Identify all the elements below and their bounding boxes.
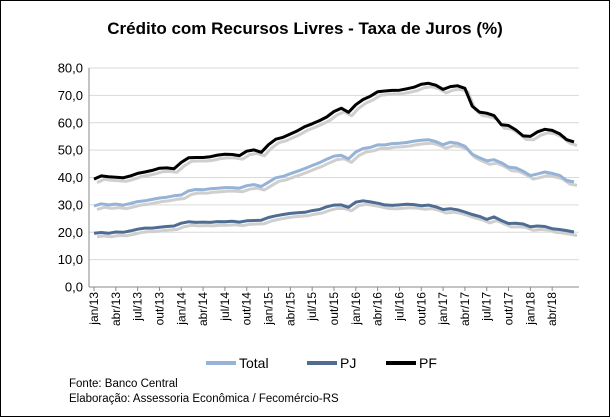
legend-swatch-pj: [307, 361, 337, 365]
x-tick-label: jul/17: [480, 292, 494, 322]
legend: Total PJ PF: [1, 355, 609, 375]
x-tick-label: out/16: [414, 292, 428, 326]
x-tick-label: out/14: [240, 292, 254, 326]
y-tick-label: 30,0: [58, 197, 83, 212]
legend-swatch-pf: [386, 361, 416, 365]
y-tick-label: 50,0: [58, 143, 83, 158]
y-tick-label: 10,0: [58, 252, 83, 267]
x-tick-label: jul/14: [218, 292, 232, 322]
y-axis-ticks: 0,0 10,0 20,0 30,0 40,0 50,0 60,0 70,0 80,0: [58, 61, 83, 295]
series-shadow-total: [96, 141, 578, 211]
legend-item-pj: PJ: [307, 355, 356, 371]
x-tick-label: jan/18: [523, 292, 537, 326]
x-tick-label: abr/17: [458, 292, 472, 326]
x-tick-label: abr/14: [196, 292, 210, 326]
y-tick-label: 40,0: [58, 170, 83, 185]
x-tick-label: out/13: [152, 292, 166, 326]
y-tick-label: 20,0: [58, 225, 83, 240]
x-tick-label: jul/15: [305, 292, 319, 322]
legend-label-total: Total: [239, 355, 269, 371]
x-tick-label: out/15: [327, 292, 341, 326]
x-tick-label: jan/13: [87, 292, 101, 326]
x-tick-label: jan/16: [349, 292, 363, 326]
series-lines: [93, 81, 575, 235]
legend-label-pj: PJ: [340, 355, 357, 371]
y-tick-label: 0,0: [65, 280, 83, 295]
elaboration-line: Elaboração: Assessoria Econômica / Fecom…: [69, 393, 339, 405]
source-line: Fonte: Banco Central: [69, 378, 178, 390]
x-tick-label: jan/17: [436, 292, 450, 326]
legend-label-pf: PF: [419, 355, 437, 371]
source-note: Fonte: Banco Central Elaboração: Assesso…: [69, 377, 339, 407]
series-line-pf: [93, 81, 575, 181]
legend-item-total: Total: [206, 355, 269, 371]
x-tick-label: jan/14: [174, 292, 188, 326]
y-tick-label: 60,0: [58, 115, 83, 130]
x-tick-label: jul/13: [131, 292, 145, 322]
series-line-total: [93, 138, 575, 208]
x-tick-label: jan/15: [262, 292, 276, 326]
x-tick-label: abr/18: [545, 292, 559, 326]
x-tick-label: jul/16: [392, 292, 406, 322]
x-tick-label: abr/13: [109, 292, 123, 326]
series-shadow-pj: [96, 202, 578, 239]
y-tick-label: 70,0: [58, 88, 83, 103]
x-tick-label: abr/16: [371, 292, 385, 326]
x-axis-ticks: jan/13 abr/13 jul/13 out/13 jan/14 abr/14 jul/…: [87, 287, 559, 326]
x-tick-label: abr/15: [283, 292, 297, 326]
legend-item-pf: PF: [386, 355, 437, 371]
legend-swatch-total: [206, 361, 236, 365]
y-tick-label: 80,0: [58, 61, 83, 76]
chart-title: Crédito com Recursos Livres - Taxa de Ju…: [107, 19, 503, 38]
series-line-pj: [93, 199, 575, 235]
x-tick-label: out/17: [502, 292, 516, 326]
